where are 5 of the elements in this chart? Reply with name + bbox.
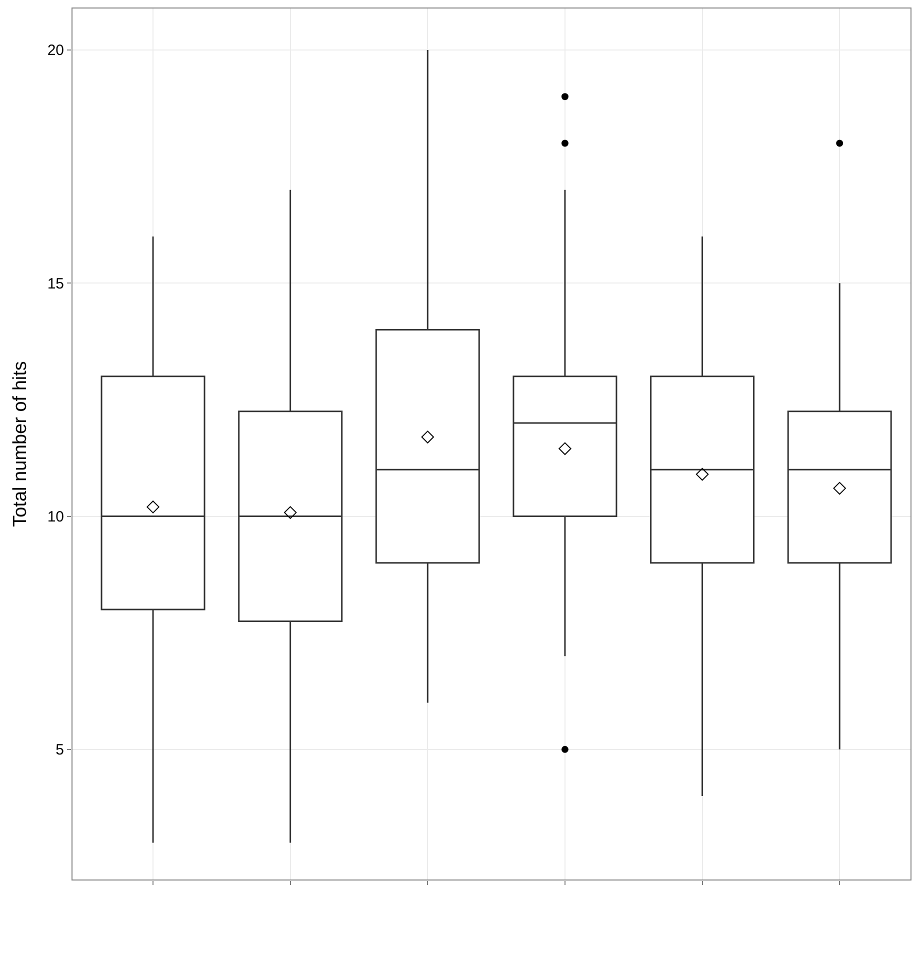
y-tick-label: 15 [47, 275, 64, 292]
y-axis-title: Total number of hits [10, 361, 32, 527]
y-tick-label: 20 [47, 42, 64, 60]
y-tick-label: 10 [47, 508, 64, 526]
y-tick-label: 5 [56, 742, 64, 759]
